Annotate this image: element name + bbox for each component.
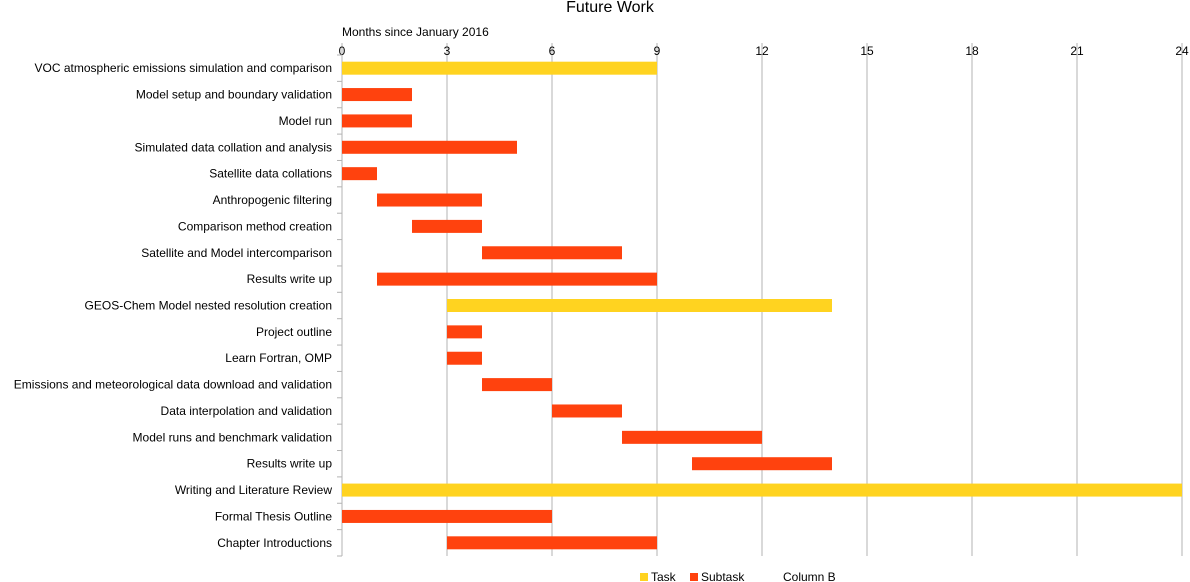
category-label: GEOS-Chem Model nested resolution creati… xyxy=(85,299,332,313)
subtask-bar xyxy=(342,167,377,181)
subtask-bar xyxy=(342,509,552,523)
category-label: Satellite and Model intercomparison xyxy=(141,246,332,260)
category-labels: VOC atmospheric emissions simulation and… xyxy=(14,61,333,550)
task-bar xyxy=(342,483,1182,497)
category-label: Model run xyxy=(279,114,332,128)
subtask-bar xyxy=(552,404,622,418)
x-tick-label: 12 xyxy=(755,44,769,58)
category-label: Data interpolation and validation xyxy=(161,404,332,418)
legend-label: Subtask xyxy=(701,570,745,582)
category-label: Project outline xyxy=(256,325,332,339)
x-tick-label: 21 xyxy=(1070,44,1084,58)
category-label: Anthropogenic filtering xyxy=(213,193,332,207)
subtask-bar xyxy=(377,272,657,286)
subtask-bar xyxy=(692,457,832,471)
bars xyxy=(342,61,1182,550)
x-tick-labels: 0 3 6 9 12 15 18 21 24 xyxy=(339,44,1189,58)
subtask-bar xyxy=(622,430,762,444)
category-label: Model runs and benchmark validation xyxy=(133,430,332,444)
task-bar xyxy=(447,299,832,312)
task-bar xyxy=(342,61,657,75)
x-tick-label: 3 xyxy=(444,44,451,58)
x-tick-label: 9 xyxy=(654,44,661,58)
category-label: Results write up xyxy=(247,457,333,471)
subtask-bar xyxy=(482,378,552,392)
x-axis-label: Months since January 2016 xyxy=(342,25,489,39)
x-tick-label: 15 xyxy=(860,44,874,58)
row-tick-marks xyxy=(337,54,342,557)
category-label: Formal Thesis Outline xyxy=(215,509,332,523)
subtask-bar xyxy=(447,325,482,339)
category-label: Satellite data collations xyxy=(209,167,332,181)
category-label: VOC atmospheric emissions simulation and… xyxy=(35,61,332,75)
legend-swatch xyxy=(640,573,648,581)
x-tick-label: 6 xyxy=(549,44,556,58)
category-label: Emissions and meteorological data downlo… xyxy=(14,378,332,392)
subtask-bar xyxy=(342,140,517,154)
subtask-bar xyxy=(412,219,482,233)
legend-label: Column B xyxy=(783,570,836,582)
legend: Task Subtask Column B xyxy=(640,570,836,582)
subtask-bar xyxy=(377,193,482,207)
category-label: Comparison method creation xyxy=(178,219,332,233)
subtask-bar xyxy=(342,88,412,102)
category-label: Model setup and boundary validation xyxy=(136,88,332,102)
category-label: Chapter Introductions xyxy=(217,536,332,550)
x-tick-label: 0 xyxy=(339,44,346,58)
subtask-bar xyxy=(342,114,412,128)
subtask-bar xyxy=(447,351,482,365)
x-tick-label: 24 xyxy=(1175,44,1189,58)
chart-title: Future Work xyxy=(566,0,655,16)
category-label: Learn Fortran, OMP xyxy=(225,351,332,365)
category-label: Simulated data collation and analysis xyxy=(135,140,332,154)
legend-label: Task xyxy=(651,570,677,582)
legend-swatch xyxy=(690,573,698,581)
subtask-bar xyxy=(482,246,622,260)
category-label: Writing and Literature Review xyxy=(175,483,333,497)
category-label: Results write up xyxy=(247,272,333,286)
x-tick-label: 18 xyxy=(965,44,979,58)
subtask-bar xyxy=(447,536,657,550)
